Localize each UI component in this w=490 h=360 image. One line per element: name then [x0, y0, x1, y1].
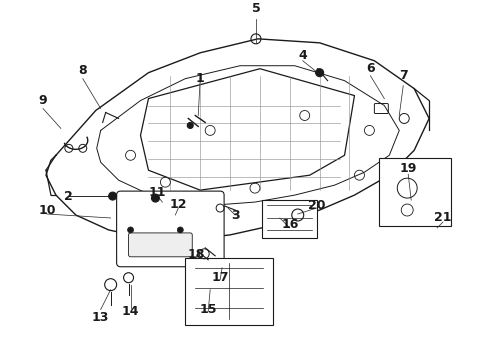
Circle shape [316, 69, 323, 77]
FancyBboxPatch shape [117, 191, 224, 267]
Text: 6: 6 [366, 62, 375, 75]
Text: 16: 16 [281, 219, 298, 231]
Circle shape [109, 192, 117, 200]
FancyBboxPatch shape [374, 104, 388, 113]
Text: 17: 17 [211, 271, 229, 284]
Text: 10: 10 [38, 203, 56, 216]
Text: 19: 19 [399, 162, 417, 175]
Circle shape [187, 122, 193, 129]
Text: 8: 8 [78, 64, 87, 77]
Text: 4: 4 [298, 49, 307, 62]
Text: 21: 21 [434, 211, 452, 225]
Bar [185, 258, 273, 325]
Text: 1: 1 [196, 72, 205, 85]
Circle shape [177, 227, 183, 233]
Text: 11: 11 [148, 186, 166, 199]
Text: 18: 18 [188, 248, 205, 261]
Text: 20: 20 [308, 199, 325, 212]
Text: 7: 7 [399, 69, 408, 82]
Text: 13: 13 [92, 311, 109, 324]
Text: 5: 5 [251, 3, 260, 15]
Circle shape [127, 227, 134, 233]
Circle shape [151, 194, 159, 202]
Text: 3: 3 [231, 208, 239, 221]
Text: 15: 15 [199, 303, 217, 316]
FancyBboxPatch shape [128, 233, 192, 257]
Bar [379, 158, 451, 226]
Text: 2: 2 [65, 190, 73, 203]
Bar [160, 200, 190, 222]
Bar [262, 200, 317, 238]
Text: 12: 12 [170, 198, 187, 211]
Text: 9: 9 [39, 94, 48, 107]
Text: 14: 14 [122, 305, 139, 318]
